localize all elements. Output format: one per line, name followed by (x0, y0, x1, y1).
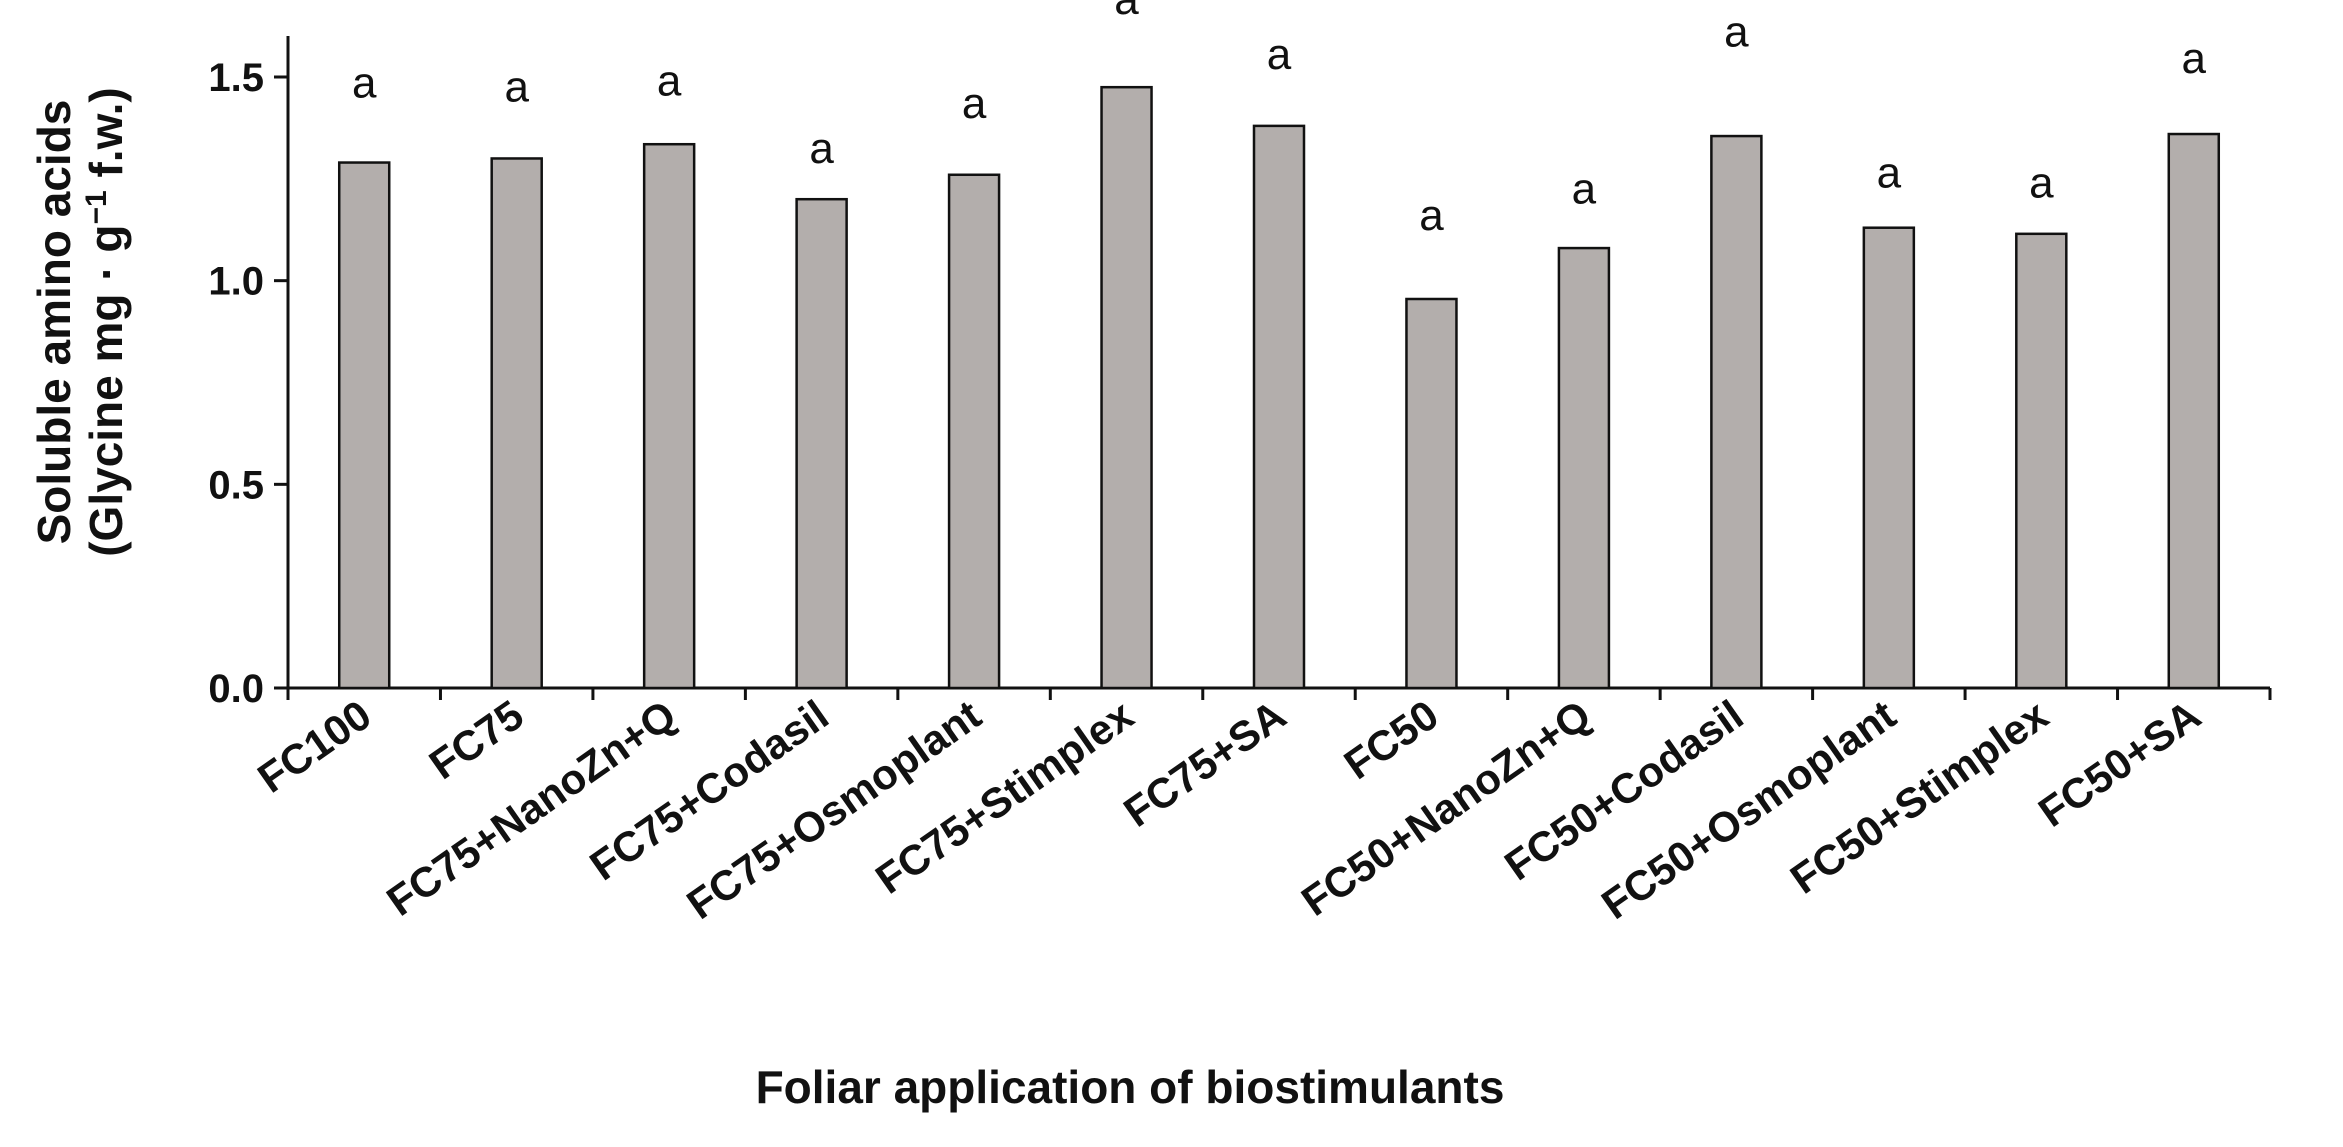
y-tick-label: 1.0 (208, 260, 264, 304)
bar (1557, 246, 1611, 690)
category-label: FC75+SA (1115, 691, 1294, 836)
x-ticks (286, 688, 2272, 700)
category-labels: FC100 FC75FC75+NanoZn+QFC75+CodasilFC75+O… (249, 691, 2209, 929)
significance-label: a (2029, 158, 2054, 207)
significance-label: a (1877, 148, 1902, 197)
significance-label: a (1267, 30, 1292, 79)
significance-label: a (1572, 165, 1597, 214)
bar (947, 173, 1001, 690)
significance-label: a (504, 63, 529, 112)
bar (2167, 132, 2221, 690)
bar (490, 157, 543, 690)
significance-labels: a a a a a a a a a a a a a (352, 0, 2207, 240)
y-axis-title-line1: Soluble amino acids (28, 100, 80, 545)
y-axis-title: Soluble amino acids (Glycine mg · g−1 f.… (28, 87, 132, 557)
significance-label: a (352, 59, 377, 108)
bar (2015, 232, 2068, 690)
bar (1710, 134, 1763, 690)
bar (795, 197, 848, 690)
y-ticks: 0.0 0.5 1.0 1.5 (208, 56, 288, 711)
bar (337, 161, 391, 690)
category-label: FC50+SA (2030, 691, 2209, 836)
category-label: FC100 (249, 691, 379, 802)
bar (1405, 297, 1458, 690)
bars (337, 85, 2221, 690)
bar (1252, 124, 1306, 690)
bar (1862, 226, 1916, 690)
category-label: FC75+Stimplex (867, 691, 1142, 903)
y-tick-label: 1.5 (208, 56, 264, 100)
significance-label: a (809, 124, 834, 173)
significance-label: a (1419, 191, 1444, 240)
significance-label: a (657, 57, 682, 106)
significance-label: a (1724, 8, 1749, 57)
y-axis-title-line2: (Glycine mg · g−1 f.w.) (80, 87, 133, 557)
significance-label: a (2182, 34, 2207, 83)
category-label: FC50 (1336, 691, 1447, 788)
x-axis-title: Foliar application of biostimulants (756, 1061, 1505, 1113)
category-label: FC50+Stimplex (1782, 691, 2057, 903)
category-label: FC75 (421, 691, 532, 788)
category-label: FC75+NanoZn+Q (378, 691, 684, 925)
significance-label: a (962, 79, 987, 128)
bar (1100, 85, 1153, 690)
category-label: FC50+NanoZn+Q (1293, 691, 1599, 925)
y-tick-label: 0.0 (208, 667, 264, 711)
y-tick-label: 0.5 (208, 463, 264, 507)
bar (642, 142, 696, 690)
significance-label: a (1114, 0, 1139, 24)
